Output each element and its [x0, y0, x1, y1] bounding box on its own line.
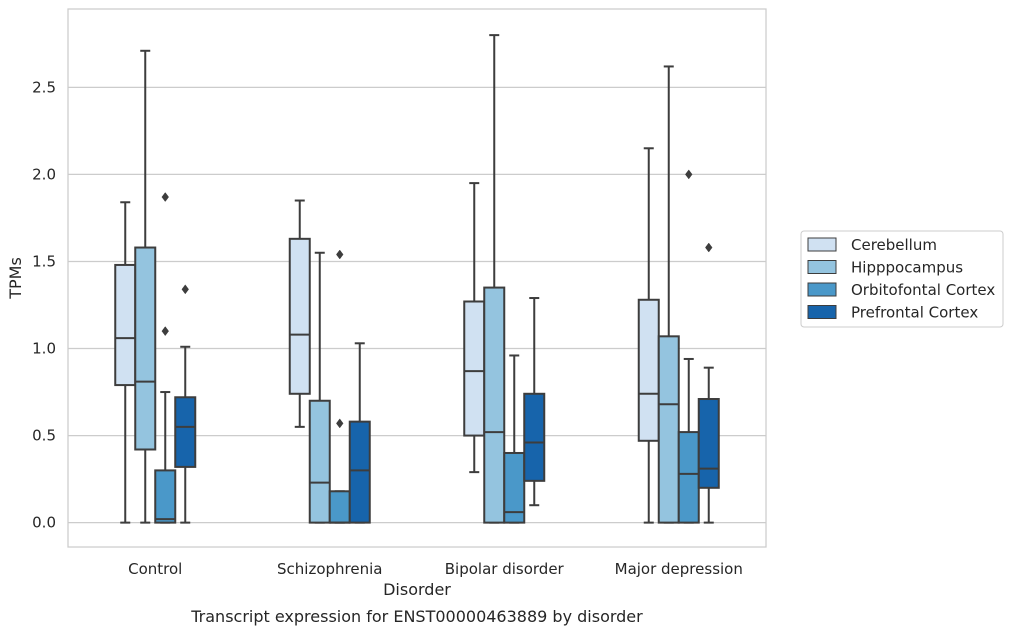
outlier-point: [336, 418, 344, 429]
box: [154, 469, 177, 524]
outlier-point: [705, 242, 713, 253]
box: [114, 263, 137, 387]
outlier-point: [161, 192, 169, 202]
series-hipppocampus: [134, 34, 680, 524]
x-tick-label: Bipolar disorder: [445, 560, 565, 578]
legend-frame: [800, 230, 1004, 328]
box: [288, 237, 311, 395]
y-axis-ticks: 0.0 0.5 1.0 1.5 2.0 2.5: [32, 78, 56, 531]
outlier-point: [161, 326, 169, 337]
box: [503, 451, 526, 524]
legend-item: Hipppocampus: [807, 259, 963, 277]
series-prefrontal-cortex: [174, 242, 720, 524]
x-tick-label: Major depression: [615, 560, 743, 578]
legend-item: Prefrontal Cortex: [807, 304, 978, 322]
box: [677, 431, 700, 524]
box: [657, 335, 680, 524]
box-series: [114, 34, 720, 524]
legend-label: Prefrontal Cortex: [851, 304, 978, 322]
y-tick-label: 0.5: [32, 427, 56, 445]
x-axis-ticks: Control Schizophrenia Bipolar disorder Majo…: [128, 560, 743, 578]
legend-swatch: [807, 260, 837, 274]
outlier-point: [685, 169, 693, 180]
y-tick-label: 2.0: [32, 165, 56, 183]
chart-caption: Transcript expression for ENST0000046388…: [190, 607, 643, 626]
box: [483, 286, 506, 524]
box: [308, 399, 331, 524]
outlier-point: [336, 249, 344, 260]
y-tick-label: 1.5: [32, 252, 56, 270]
box: [523, 392, 546, 482]
series-cerebellum: [114, 147, 660, 524]
y-axis-title: TPMs: [6, 257, 25, 300]
legend-label: Hipppocampus: [851, 259, 963, 277]
x-axis-title: Disorder: [383, 580, 451, 599]
outlier-point: [181, 284, 189, 295]
legend-label: Cerebellum: [851, 236, 937, 254]
legend-swatch: [807, 237, 837, 252]
series-orbitofontal-cortex: [154, 169, 700, 524]
y-tick-label: 2.5: [32, 78, 56, 96]
x-tick-label: Control: [128, 560, 182, 578]
legend-item: Orbitofontal Cortex: [807, 281, 995, 299]
box: [348, 420, 371, 524]
box: [328, 490, 351, 524]
x-tick-label: Schizophrenia: [277, 560, 382, 578]
legend-item: Cerebellum: [807, 236, 937, 254]
box: [637, 298, 660, 442]
legend: Cerebellum Hipppocampus Orbitofontal Corte…: [800, 230, 1004, 328]
box: [134, 246, 157, 451]
legend-label: Orbitofontal Cortex: [851, 281, 995, 299]
legend-swatch: [807, 282, 837, 297]
y-tick-label: 1.0: [32, 340, 56, 358]
box: [463, 300, 486, 437]
legend-swatch: [807, 305, 837, 319]
box: [697, 398, 720, 489]
plot-frame: [67, 8, 767, 548]
y-tick-label: 0.0: [32, 514, 56, 532]
box: [174, 396, 197, 468]
